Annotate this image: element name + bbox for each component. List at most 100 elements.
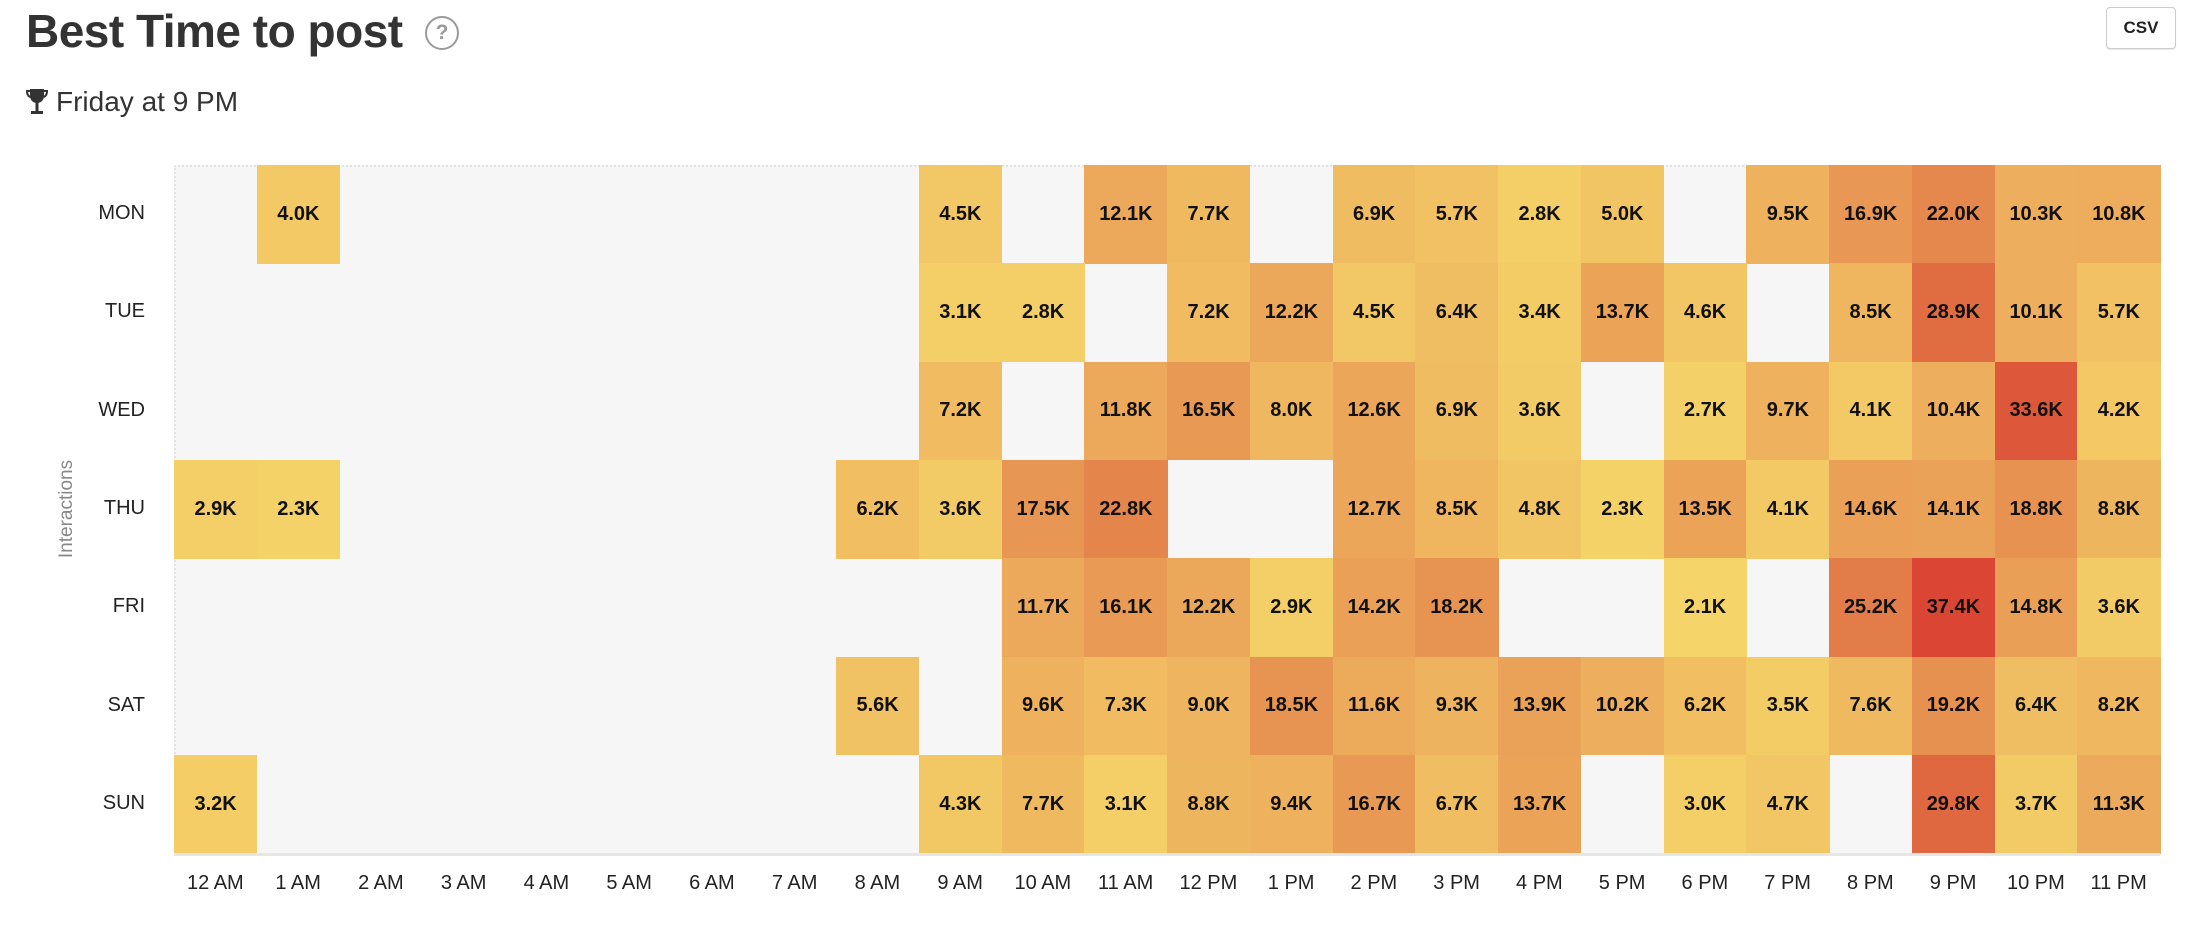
heatmap-cell-sat-3pm[interactable]: 9.3K xyxy=(1415,656,1499,756)
heatmap-cell-sat-7pm[interactable]: 3.5K xyxy=(1746,656,1830,756)
heatmap-cell-mon-12pm[interactable]: 7.7K xyxy=(1167,165,1251,264)
heatmap-cell-sun-12am[interactable]: 3.2K xyxy=(174,754,258,854)
heatmap-cell-thu-4pm[interactable]: 4.8K xyxy=(1498,459,1582,559)
heatmap-cell-sat-9pm[interactable]: 19.2K xyxy=(1911,656,1995,756)
heatmap-cell-thu-12am[interactable]: 2.9K xyxy=(174,459,258,559)
heatmap-cell-sat-11pm[interactable]: 8.2K xyxy=(2077,656,2161,756)
heatmap-cell-sat-4pm[interactable]: 13.9K xyxy=(1498,656,1582,756)
heatmap-cell-sat-11am[interactable]: 7.3K xyxy=(1084,656,1168,756)
heatmap-cell-sat-2pm[interactable]: 11.6K xyxy=(1332,656,1416,756)
heatmap-cell-tue-3pm[interactable]: 6.4K xyxy=(1415,263,1499,363)
heatmap-cell-sat-1pm[interactable]: 18.5K xyxy=(1249,656,1333,756)
heatmap-cell-wed-4pm[interactable]: 3.6K xyxy=(1498,361,1582,461)
heatmap-cell-thu-9pm[interactable]: 14.1K xyxy=(1911,459,1995,559)
heatmap-cell-thu-10pm[interactable]: 18.8K xyxy=(1994,459,2078,559)
heatmap-cell-thu-2pm[interactable]: 12.7K xyxy=(1332,459,1416,559)
heatmap-cell-wed-9pm[interactable]: 10.4K xyxy=(1911,361,1995,461)
heatmap-cell-sun-12pm[interactable]: 8.8K xyxy=(1167,754,1251,854)
heatmap-cell-tue-12pm[interactable]: 7.2K xyxy=(1167,263,1251,363)
heatmap-cell-wed-1pm[interactable]: 8.0K xyxy=(1249,361,1333,461)
heatmap-cell-wed-9am[interactable]: 7.2K xyxy=(918,361,1002,461)
heatmap-cell-mon-9pm[interactable]: 22.0K xyxy=(1911,165,1995,264)
heatmap-cell-sat-5pm[interactable]: 10.2K xyxy=(1580,656,1664,756)
heatmap-cell-sun-3pm[interactable]: 6.7K xyxy=(1415,754,1499,854)
heatmap-cell-tue-2pm[interactable]: 4.5K xyxy=(1332,263,1416,363)
heatmap-cell-sun-6pm[interactable]: 3.0K xyxy=(1663,754,1747,854)
heatmap-cell-fri-10am[interactable]: 11.7K xyxy=(1001,558,1085,657)
heatmap-cell-sat-12pm[interactable]: 9.0K xyxy=(1167,656,1251,756)
heatmap-cell-tue-5pm[interactable]: 13.7K xyxy=(1580,263,1664,363)
heatmap-cell-sun-10am[interactable]: 7.7K xyxy=(1001,754,1085,854)
heatmap-cell-thu-10am[interactable]: 17.5K xyxy=(1001,459,1085,559)
heatmap-cell-sun-2pm[interactable]: 16.7K xyxy=(1332,754,1416,854)
heatmap-cell-sun-4pm[interactable]: 13.7K xyxy=(1498,754,1582,854)
heatmap-cell-mon-9am[interactable]: 4.5K xyxy=(918,165,1002,264)
heatmap-cell-wed-6pm[interactable]: 2.7K xyxy=(1663,361,1747,461)
heatmap-cell-mon-1am[interactable]: 4.0K xyxy=(256,165,340,264)
heatmap-cell-mon-8pm[interactable]: 16.9K xyxy=(1829,165,1913,264)
heatmap-cell-tue-8pm[interactable]: 8.5K xyxy=(1829,263,1913,363)
heatmap-cell-thu-11pm[interactable]: 8.8K xyxy=(2077,459,2161,559)
heatmap-cell-mon-4pm[interactable]: 2.8K xyxy=(1498,165,1582,264)
heatmap-cell-sat-8am[interactable]: 5.6K xyxy=(836,656,920,756)
y-tick-label: TUE xyxy=(105,300,145,323)
heatmap-cell-thu-6pm[interactable]: 13.5K xyxy=(1663,459,1747,559)
heatmap-cell-wed-12pm[interactable]: 16.5K xyxy=(1167,361,1251,461)
heatmap-cell-mon-10pm[interactable]: 10.3K xyxy=(1994,165,2078,264)
heatmap-cell-thu-8pm[interactable]: 14.6K xyxy=(1829,459,1913,559)
heatmap-cell-fri-1pm[interactable]: 2.9K xyxy=(1249,558,1333,657)
heatmap-cell-fri-6pm[interactable]: 2.1K xyxy=(1663,558,1747,657)
heatmap-cell-tue-4pm[interactable]: 3.4K xyxy=(1498,263,1582,363)
heatmap-cell-sun-7pm[interactable]: 4.7K xyxy=(1746,754,1830,854)
heatmap-cell-sun-11pm[interactable]: 11.3K xyxy=(2077,754,2161,854)
heatmap-cell-wed-2pm[interactable]: 12.6K xyxy=(1332,361,1416,461)
heatmap-cell-sat-10pm[interactable]: 6.4K xyxy=(1994,656,2078,756)
heatmap-cell-fri-9pm[interactable]: 37.4K xyxy=(1911,558,1995,657)
heatmap-cell-wed-11am[interactable]: 11.8K xyxy=(1084,361,1168,461)
heatmap-cell-fri-3pm[interactable]: 18.2K xyxy=(1415,558,1499,657)
heatmap-cell-fri-12pm[interactable]: 12.2K xyxy=(1167,558,1251,657)
heatmap-cell-fri-2pm[interactable]: 14.2K xyxy=(1332,558,1416,657)
heatmap-cell-fri-8pm[interactable]: 25.2K xyxy=(1829,558,1913,657)
heatmap-cell-tue-6pm[interactable]: 4.6K xyxy=(1663,263,1747,363)
heatmap-cell-tue-9am[interactable]: 3.1K xyxy=(918,263,1002,363)
heatmap-cell-tue-10pm[interactable]: 10.1K xyxy=(1994,263,2078,363)
heatmap-cell-wed-7pm[interactable]: 9.7K xyxy=(1746,361,1830,461)
heatmap-cell-mon-11am[interactable]: 12.1K xyxy=(1084,165,1168,264)
heatmap-cell-sun-1pm[interactable]: 9.4K xyxy=(1249,754,1333,854)
heatmap-cell-mon-11pm[interactable]: 10.8K xyxy=(2077,165,2161,264)
heatmap-cell-sat-6pm[interactable]: 6.2K xyxy=(1663,656,1747,756)
heatmap-cell-sun-9pm[interactable]: 29.8K xyxy=(1911,754,1995,854)
heatmap-cell-thu-8am[interactable]: 6.2K xyxy=(836,459,920,559)
heatmap-cell-tue-10am[interactable]: 2.8K xyxy=(1001,263,1085,363)
heatmap-cell-wed-8pm[interactable]: 4.1K xyxy=(1829,361,1913,461)
heatmap-cell-thu-5pm[interactable]: 2.3K xyxy=(1580,459,1664,559)
heatmap-cell-wed-11pm[interactable]: 4.2K xyxy=(2077,361,2161,461)
x-tick-label: 9 AM xyxy=(937,872,983,894)
csv-export-button[interactable]: CSV xyxy=(2106,7,2176,49)
heatmap-cell-sat-10am[interactable]: 9.6K xyxy=(1001,656,1085,756)
heatmap-cell-thu-9am[interactable]: 3.6K xyxy=(918,459,1002,559)
heatmap-cell-sun-11am[interactable]: 3.1K xyxy=(1084,754,1168,854)
heatmap-cell-sun-10pm[interactable]: 3.7K xyxy=(1994,754,2078,854)
heatmap-cell-fri-11pm[interactable]: 3.6K xyxy=(2077,558,2161,657)
heatmap-cell-thu-3pm[interactable]: 8.5K xyxy=(1415,459,1499,559)
heatmap-cell-thu-11am[interactable]: 22.8K xyxy=(1084,459,1168,559)
heatmap-cell-mon-5pm[interactable]: 5.0K xyxy=(1580,165,1664,264)
help-icon[interactable]: ? xyxy=(425,16,459,50)
x-tick-label: 10 PM xyxy=(2006,872,2065,894)
heatmap-cell-mon-2pm[interactable]: 6.9K xyxy=(1332,165,1416,264)
heatmap-cell-wed-10pm[interactable]: 33.6K xyxy=(1994,361,2078,461)
heatmap-cell-fri-11am[interactable]: 16.1K xyxy=(1084,558,1168,657)
heatmap-cell-thu-1am[interactable]: 2.3K xyxy=(256,459,340,559)
heatmap-cell-tue-1pm[interactable]: 12.2K xyxy=(1249,263,1333,363)
heatmap-cell-mon-7pm[interactable]: 9.5K xyxy=(1746,165,1830,264)
heatmap-cell-sun-9am[interactable]: 4.3K xyxy=(918,754,1002,854)
heatmap-cell-wed-3pm[interactable]: 6.9K xyxy=(1415,361,1499,461)
heatmap-cell-tue-9pm[interactable]: 28.9K xyxy=(1911,263,1995,363)
heatmap-cell-fri-10pm[interactable]: 14.8K xyxy=(1994,558,2078,657)
heatmap-cell-thu-7pm[interactable]: 4.1K xyxy=(1746,459,1830,559)
heatmap-cell-mon-3pm[interactable]: 5.7K xyxy=(1415,165,1499,264)
heatmap-cell-tue-11pm[interactable]: 5.7K xyxy=(2077,263,2161,363)
heatmap-cell-sat-8pm[interactable]: 7.6K xyxy=(1829,656,1913,756)
